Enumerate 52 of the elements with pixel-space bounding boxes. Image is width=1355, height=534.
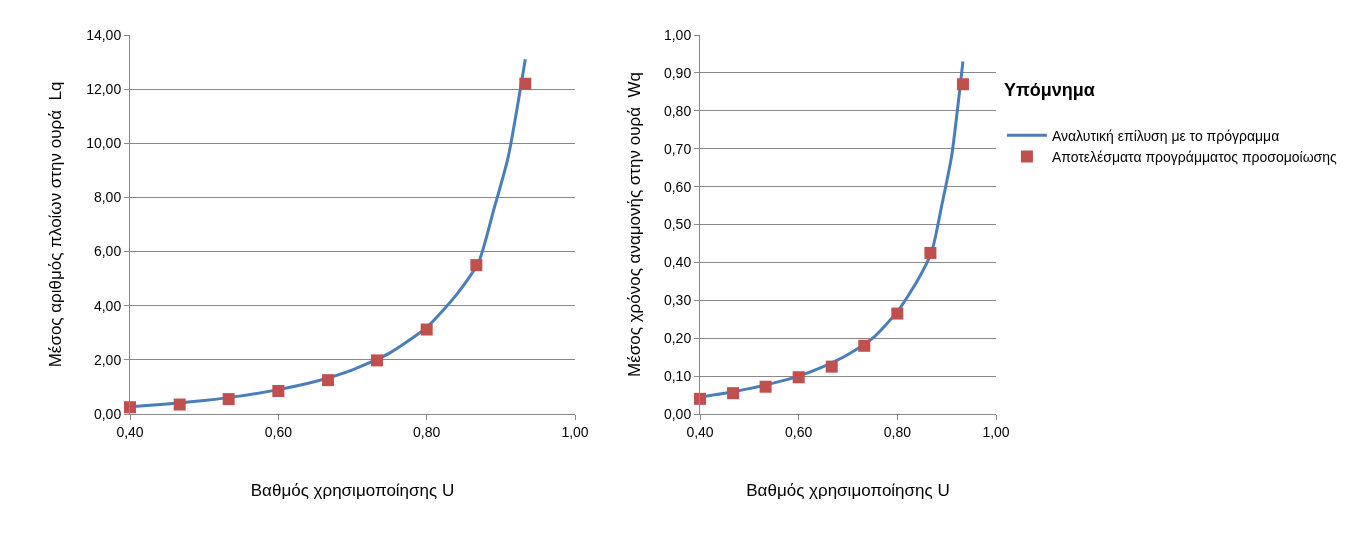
y-tick-label: 0,50 [663, 216, 692, 233]
x-tick-label: 0,60 [785, 423, 813, 440]
x-axis-title: Βαθμός χρησιμοποίησης U [746, 481, 950, 501]
y-tick-label: 6,00 [93, 243, 122, 260]
point [891, 307, 904, 320]
y-tick-label: 0,40 [663, 254, 692, 271]
y-axis-title: Μέσος χρόνος αναμονής στην ουρά Wq [625, 72, 644, 377]
point [322, 374, 335, 387]
y-tick-label: 4,00 [93, 297, 122, 314]
point [924, 246, 937, 259]
y-tick-label: 0,10 [663, 368, 692, 384]
point [694, 392, 706, 405]
x-tick-label: 0,80 [883, 423, 912, 440]
legend-label: Αποτελέσματα προγράμματος προσομοίωσης [1051, 148, 1338, 165]
point [759, 380, 772, 393]
y-tick-label: 0,30 [663, 292, 692, 309]
point [956, 78, 969, 91]
point [519, 77, 532, 90]
x-tick-label: 0,80 [413, 423, 441, 440]
y-tick-label: 14,00 [86, 26, 122, 43]
point [858, 339, 871, 352]
y-tick-label: 12,00 [86, 81, 122, 98]
y-tick-label: 0,60 [663, 178, 692, 195]
y-tick-label: 0,20 [663, 330, 692, 347]
point [825, 360, 838, 373]
y-tick-label: 0,70 [663, 140, 692, 157]
point [124, 401, 136, 414]
y-tick-label: 0,00 [663, 405, 692, 422]
y-tick-label: 10,00 [86, 135, 122, 152]
legend-label: Αναλυτική επίλυση με το πρόγραμμα [1051, 127, 1280, 144]
x-tick-label: 0,60 [264, 423, 293, 440]
x-tick-label: 1,00 [561, 423, 589, 440]
y-tick-label: 2,00 [93, 351, 122, 368]
y-tick-label: 0,80 [663, 102, 692, 119]
point [370, 354, 383, 367]
point [272, 384, 285, 397]
x-axis-title: Βαθμός χρησιμοποίησης U [250, 481, 455, 501]
legend-title: Υπόμνημα [1003, 80, 1095, 101]
point [470, 259, 483, 272]
y-tick-label: 0,00 [93, 405, 122, 422]
point [173, 398, 186, 411]
y-tick-label: 1,00 [663, 26, 692, 43]
point [420, 323, 433, 336]
x-tick-label: 0,40 [686, 423, 714, 440]
point [727, 387, 740, 400]
y-tick-label: 8,00 [93, 189, 122, 206]
point [222, 393, 235, 406]
point [792, 371, 805, 384]
y-tick-label: 0,90 [663, 64, 692, 81]
x-tick-label: 0,40 [116, 423, 144, 440]
y-axis-title: Μέσος αριθμός πλοίων στην ουρά Lq [45, 81, 65, 368]
x-tick-label: 1,00 [982, 423, 1010, 440]
